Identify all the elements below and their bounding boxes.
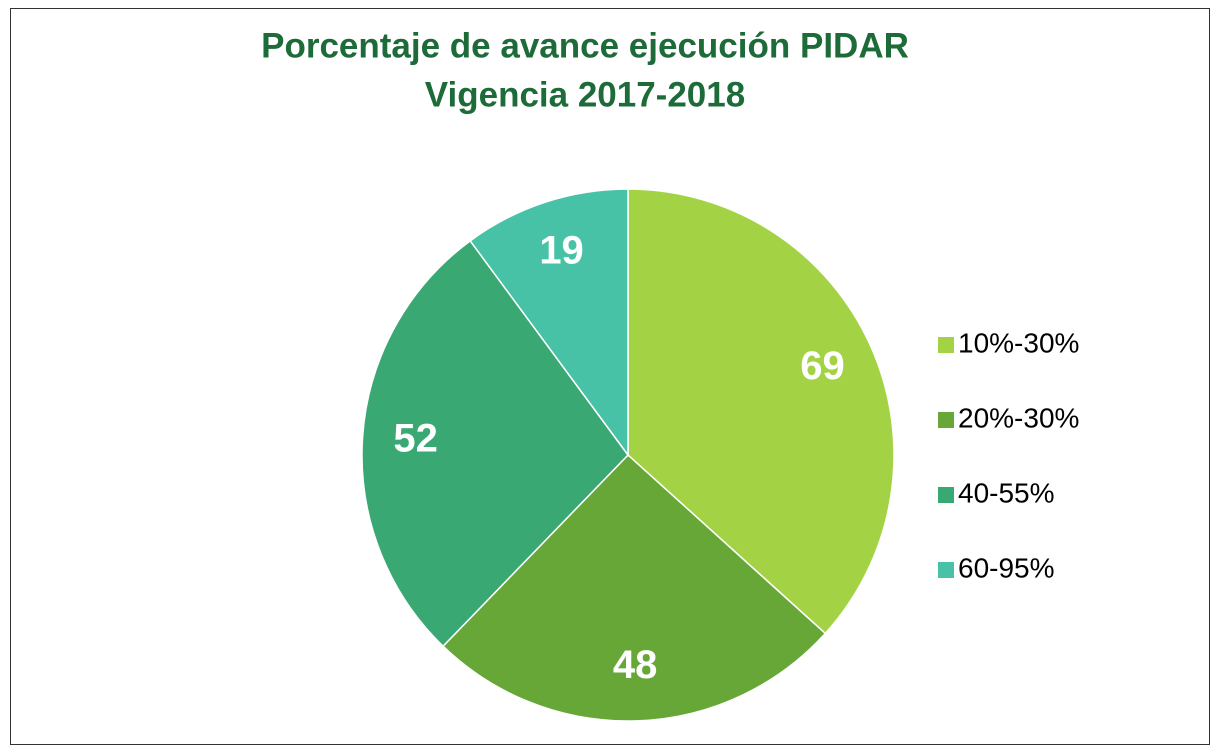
pie-slice [627, 188, 895, 635]
chart-title: Porcentaje de avance ejecución PIDAR [261, 26, 909, 65]
pie-slice [361, 239, 629, 648]
legend-swatch [938, 337, 954, 353]
data-label: 69 [800, 344, 845, 388]
data-label: 48 [613, 643, 658, 687]
legend-label: 10%-30% [958, 327, 1079, 358]
legend-label: 40-55% [958, 477, 1055, 508]
chart-title: Vigencia 2017-2018 [425, 75, 745, 114]
data-label: 52 [393, 416, 438, 460]
legend-swatch [938, 412, 954, 428]
legend-swatch [938, 487, 954, 503]
legend-label: 20%-30% [958, 402, 1079, 433]
legend-label: 60-95% [958, 552, 1055, 583]
pie-slice [469, 188, 629, 458]
legend-swatch [938, 562, 954, 578]
data-label: 19 [539, 228, 584, 272]
pie-slice [442, 453, 827, 722]
